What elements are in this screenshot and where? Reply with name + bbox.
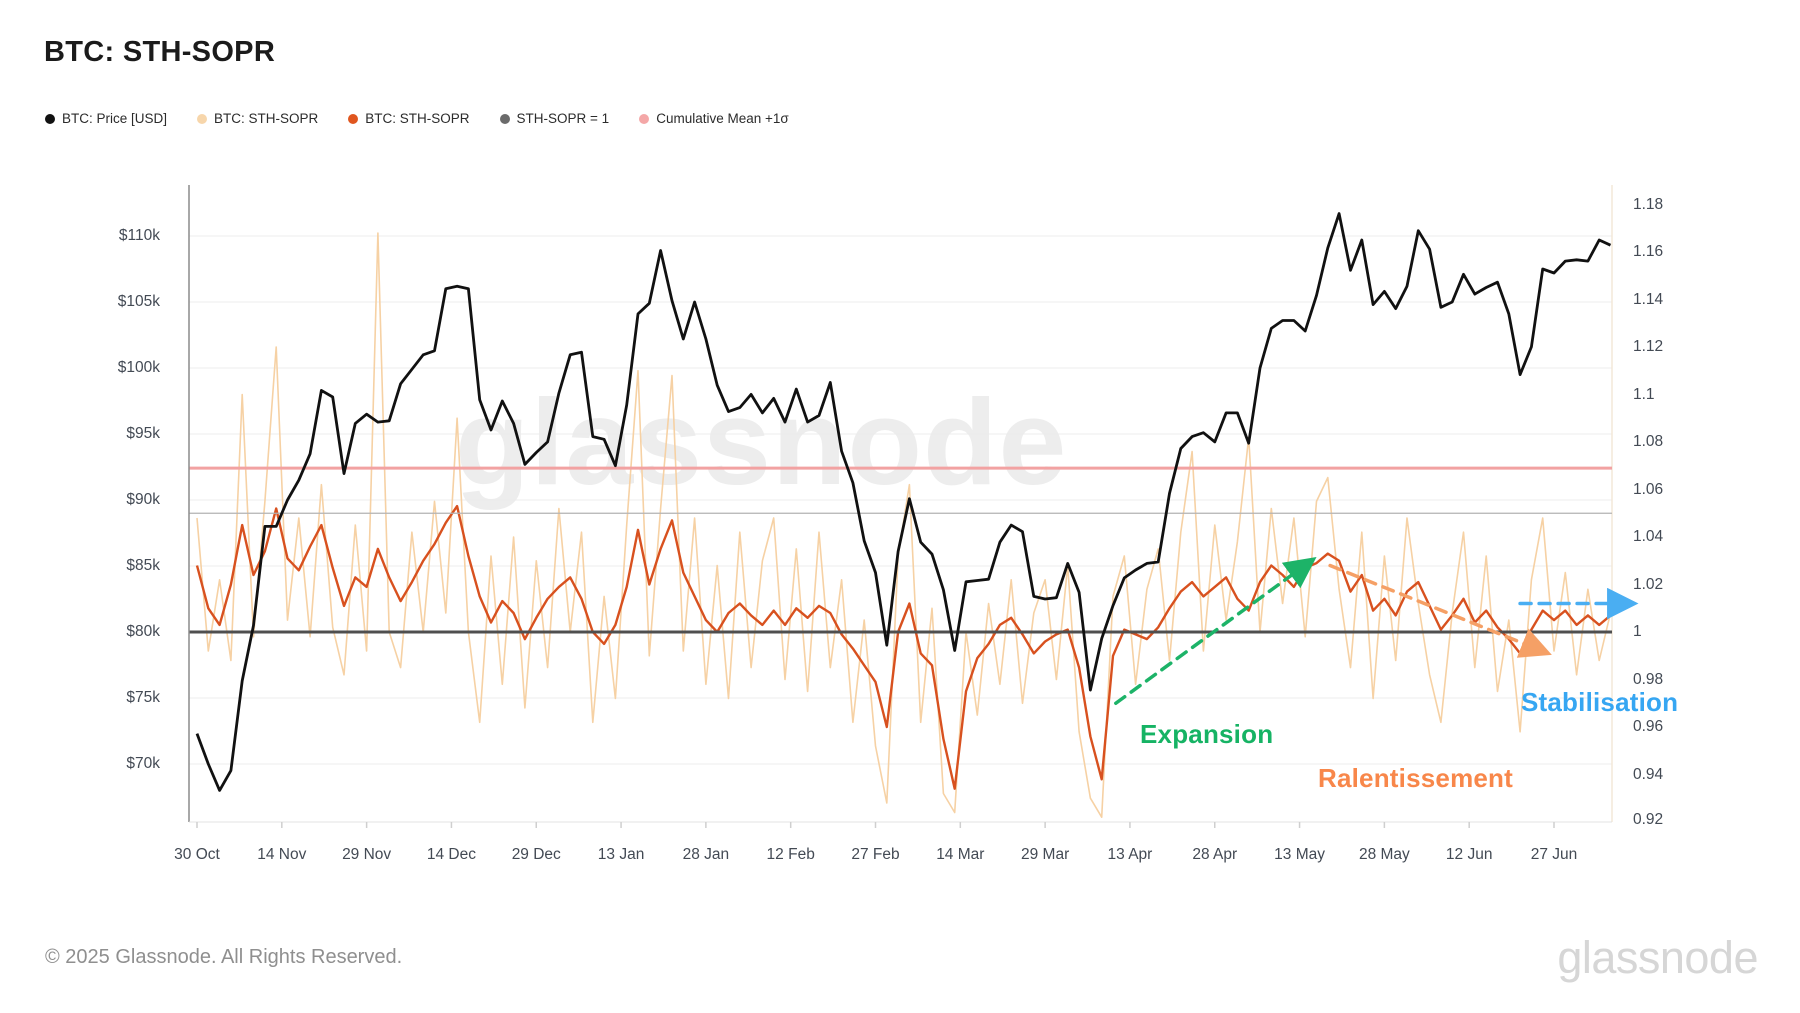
y-left-tick-label: $85k [126, 557, 160, 574]
y-right-tick-label: 1.18 [1633, 195, 1664, 213]
y-left-tick-label: $95k [126, 425, 160, 442]
y-right-tick-label: 1 [1633, 623, 1642, 640]
x-tick-label: 27 Feb [851, 846, 900, 863]
legend-dot-orange [348, 113, 359, 124]
y-right-tick-label: 1.02 [1633, 575, 1664, 593]
y-left-tick-label: $90k [126, 491, 160, 508]
x-tick-label: 14 Dec [426, 846, 476, 863]
annotation-ralentissement: Ralentissement [1318, 763, 1513, 793]
annotation-stabilisation: Stabilisation [1521, 687, 1679, 717]
legend-dot-light-orange [197, 113, 208, 124]
x-tick-label: 27 Jun [1530, 846, 1578, 863]
y-left-tick-label: $75k [126, 689, 160, 706]
legend-item-sopr-equals-1[interactable]: STH-SOPR = 1 [499, 111, 610, 126]
y-right-tick-label: 1.12 [1633, 338, 1664, 355]
y-right-tick-label: 1.1 [1633, 385, 1655, 403]
x-tick-label: 12 Feb [766, 846, 815, 863]
y-right-tick-label: 1.04 [1633, 528, 1664, 545]
y-left-tick-label: $100k [117, 359, 160, 376]
legend-item-cumulative-mean[interactable]: Cumulative Mean +1σ [639, 111, 789, 126]
x-tick-label: 28 Jan [682, 846, 730, 863]
y-left-tick-label: $110k [118, 227, 160, 244]
legend-label: STH-SOPR = 1 [516, 111, 610, 126]
x-tick-label: 13 May [1274, 846, 1325, 863]
legend-label: BTC: Price [USD] [62, 111, 168, 126]
glassnode-logo: glassnode [1557, 932, 1758, 983]
x-tick-label: 28 Apr [1192, 846, 1238, 863]
y-right-tick-label: 1.14 [1633, 290, 1664, 308]
y-right-tick-label: 1.08 [1633, 433, 1664, 450]
y-right-tick-label: 0.94 [1633, 765, 1664, 783]
y-right-tick-label: 0.96 [1633, 718, 1664, 735]
legend-dot-pink [639, 113, 650, 124]
legend-dot-gray [499, 113, 510, 124]
y-left-tick-label: $80k [126, 623, 160, 640]
sth-sopr-smoothed-line [195, 504, 1612, 790]
legend-label: Cumulative Mean +1σ [656, 111, 789, 126]
y-left-tick-label: $70k [126, 755, 160, 772]
x-tick-label: 30 Oct [174, 846, 220, 863]
x-tick-label: 12 Jun [1445, 846, 1493, 863]
page-title: BTC: STH-SOPR [44, 36, 276, 68]
x-tick-label: 14 Nov [257, 846, 307, 863]
x-tick-label: 14 Mar [936, 846, 985, 863]
ralentissement-arrow [1328, 563, 1552, 658]
x-tick-label: 29 Mar [1021, 846, 1070, 863]
x-tick-label: 28 May [1358, 846, 1410, 863]
legend-item-btc-price[interactable]: BTC: Price [USD] [45, 111, 167, 126]
legend-label: BTC: STH-SOPR [214, 111, 319, 126]
y-right-tick-label: 0.92 [1633, 811, 1664, 828]
legend-dot-black [45, 113, 55, 124]
legend-label: BTC: STH-SOPR [365, 111, 470, 126]
y-right-tick-label: 0.98 [1633, 670, 1664, 688]
x-tick-label: 13 Jan [597, 846, 645, 863]
y-left-tick-label: $105k [117, 293, 160, 310]
legend: BTC: Price [USD] BTC: STH-SOPR BTC: STH-… [45, 111, 789, 126]
annotation-expansion: Expansion [1140, 719, 1274, 749]
legend-item-sth-sopr-smooth[interactable]: BTC: STH-SOPR [348, 111, 470, 126]
x-tick-label: 13 Apr [1107, 846, 1153, 863]
expansion-arrow [1114, 556, 1317, 705]
btc-price-line [195, 212, 1612, 792]
x-tick-label: 29 Dec [511, 846, 561, 863]
footer-copyright: © 2025 Glassnode. All Rights Reserved. [45, 946, 403, 968]
x-tick-label: 29 Nov [342, 846, 392, 863]
y-right-tick-label: 1.16 [1633, 243, 1664, 260]
y-right-tick-label: 1.06 [1633, 480, 1664, 498]
legend-item-sth-sopr-raw[interactable]: BTC: STH-SOPR [197, 111, 318, 126]
